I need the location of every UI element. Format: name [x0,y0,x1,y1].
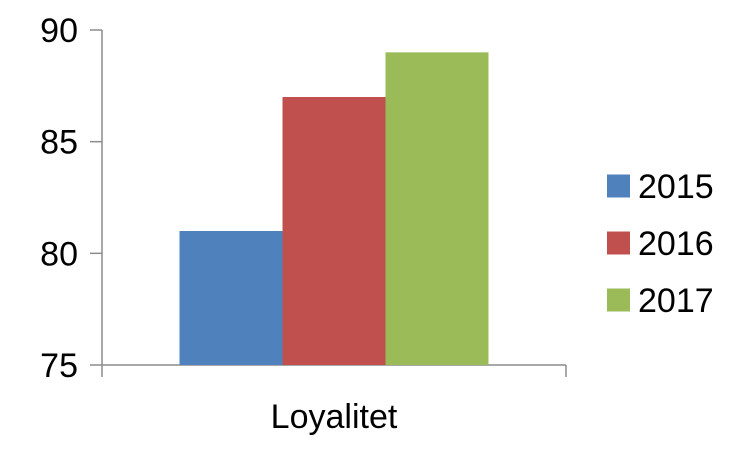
legend-swatch-2015 [607,174,630,198]
y-tick-label: 90 [40,12,78,50]
bars [179,52,489,365]
x-category-label: Loyalitet [271,398,398,436]
bar-2017 [385,52,489,365]
legend-label-2017: 2017 [638,282,714,320]
legend-label-2015: 2015 [638,168,714,206]
bar-2016 [282,97,386,365]
legend-swatch-2017 [607,288,630,312]
legend: 2015 2016 2017 [607,168,714,320]
y-axis-ticks: 75 80 85 90 [40,12,102,385]
y-tick-label: 80 [40,235,78,273]
bar-2015 [179,231,283,365]
y-tick-label: 85 [40,124,78,162]
x-axis-labels: Loyalitet [271,398,398,436]
legend-label-2016: 2016 [638,225,714,263]
legend-swatch-2016 [607,231,630,255]
y-tick-label: 75 [40,347,78,385]
